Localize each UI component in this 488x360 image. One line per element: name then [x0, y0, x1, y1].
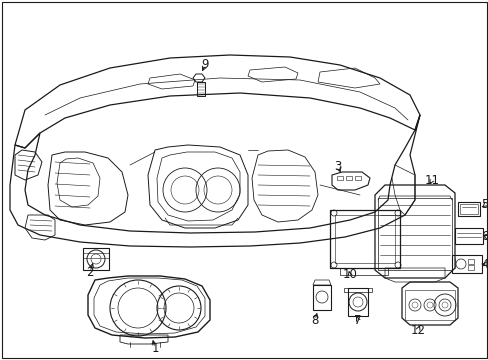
Text: 9: 9 [201, 58, 208, 72]
Bar [454, 228, 482, 244]
Text: 11: 11 [424, 174, 439, 186]
Text: 2: 2 [86, 266, 94, 279]
Bar [329, 210, 399, 268]
Bar [334, 215, 394, 263]
Text: 6: 6 [480, 230, 488, 243]
Bar [354, 176, 360, 180]
Text: 3: 3 [334, 161, 341, 174]
Bar [336, 176, 342, 180]
Text: 4: 4 [480, 257, 488, 270]
Bar [83, 248, 109, 270]
Text: 5: 5 [480, 198, 488, 211]
Bar [451, 255, 481, 273]
Text: 7: 7 [353, 314, 361, 327]
Text: 10: 10 [342, 269, 357, 282]
Bar [457, 202, 479, 216]
Text: 8: 8 [311, 314, 318, 327]
Bar [404, 290, 454, 320]
Bar [197, 82, 204, 96]
Bar [467, 259, 473, 264]
Text: 1: 1 [151, 342, 159, 355]
Bar [377, 198, 451, 270]
Bar [467, 265, 473, 270]
Bar [347, 288, 367, 316]
Bar [346, 176, 351, 180]
Text: 12: 12 [409, 324, 425, 337]
Bar [459, 204, 477, 214]
Bar [312, 285, 330, 310]
